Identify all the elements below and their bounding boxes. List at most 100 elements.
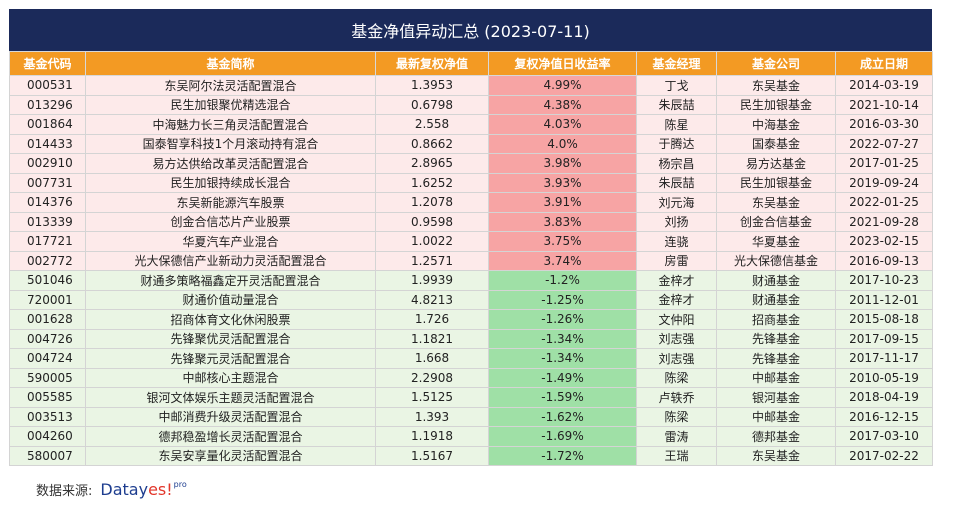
fund-name-cell: 先锋聚元灵活配置混合 xyxy=(85,348,376,369)
daily-return-cell: 3.93% xyxy=(488,172,637,193)
fund-name-cell: 招商体育文化休闲股票 xyxy=(85,309,376,330)
inception-date-cell: 2016-03-30 xyxy=(835,114,933,135)
fund-name-cell: 先锋聚优灵活配置混合 xyxy=(85,328,376,349)
daily-return-cell: 3.74% xyxy=(488,250,637,271)
table-row: 001864 中海魅力长三角灵活配置混合 2.558 4.03% 陈星 中海基金 2016-… xyxy=(9,114,933,135)
company-cell: 民生加银基金 xyxy=(716,172,836,193)
fund-name-cell: 创金合信芯片产业股票 xyxy=(85,211,376,232)
company-cell: 先锋基金 xyxy=(716,348,836,369)
manager-cell: 朱辰喆 xyxy=(636,94,717,115)
table-row: 501046 财通多策略福鑫定开灵活配置混合 1.9939 -1.2% 金梓才 财通基金 2… xyxy=(9,270,933,291)
datayes-logo: Datayes!pro xyxy=(100,480,186,499)
daily-return-cell: 4.0% xyxy=(488,133,637,154)
manager-cell: 刘志强 xyxy=(636,328,717,349)
daily-return-cell: 3.75% xyxy=(488,231,637,252)
company-cell: 东吴基金 xyxy=(716,445,836,466)
footer-source: 数据来源: Datayes!pro xyxy=(36,480,187,499)
company-cell: 东吴基金 xyxy=(716,75,836,96)
company-cell: 中海基金 xyxy=(716,114,836,135)
nav-cell: 1.9939 xyxy=(375,270,489,291)
fund-name-cell: 东吴阿尔法灵活配置混合 xyxy=(85,75,376,96)
fund-name-cell: 中海魅力长三角灵活配置混合 xyxy=(85,114,376,135)
fund-code-cell: 720001 xyxy=(9,289,86,310)
table-row: 004260 德邦稳盈增长灵活配置混合 1.1918 -1.69% 雷涛 德邦基金 2017… xyxy=(9,426,933,447)
table-row: 004724 先锋聚元灵活配置混合 1.668 -1.34% 刘志强 先锋基金 2017-1… xyxy=(9,348,933,369)
fund-code-cell: 007731 xyxy=(9,172,86,193)
manager-cell: 杨宗昌 xyxy=(636,153,717,174)
manager-cell: 丁戈 xyxy=(636,75,717,96)
nav-cell: 1.1918 xyxy=(375,426,489,447)
manager-cell: 卢轶乔 xyxy=(636,387,717,408)
daily-return-cell: -1.49% xyxy=(488,367,637,388)
fund-code-cell: 013339 xyxy=(9,211,86,232)
nav-cell: 1.393 xyxy=(375,406,489,427)
table-row: 005585 银河文体娱乐主题灵活配置混合 1.5125 -1.59% 卢轶乔 银河基金 2… xyxy=(9,387,933,408)
table-row: 014376 东吴新能源汽车股票 1.2078 3.91% 刘元海 东吴基金 2022-01… xyxy=(9,192,933,213)
daily-return-cell: -1.34% xyxy=(488,348,637,369)
logo-main: Datay xyxy=(100,480,149,499)
inception-date-cell: 2017-10-23 xyxy=(835,270,933,291)
fund-name-cell: 银河文体娱乐主题灵活配置混合 xyxy=(85,387,376,408)
company-cell: 先锋基金 xyxy=(716,328,836,349)
inception-date-cell: 2015-08-18 xyxy=(835,309,933,330)
table-row: 001628 招商体育文化休闲股票 1.726 -1.26% 文仲阳 招商基金 2015-0… xyxy=(9,309,933,330)
fund-name-cell: 光大保德信产业新动力灵活配置混合 xyxy=(85,250,376,271)
fund-code-cell: 004726 xyxy=(9,328,86,349)
manager-cell: 房雷 xyxy=(636,250,717,271)
company-cell: 华夏基金 xyxy=(716,231,836,252)
nav-cell: 1.5125 xyxy=(375,387,489,408)
inception-date-cell: 2018-04-19 xyxy=(835,387,933,408)
manager-cell: 刘志强 xyxy=(636,348,717,369)
fund-name-cell: 民生加银聚优精选混合 xyxy=(85,94,376,115)
inception-date-cell: 2023-02-15 xyxy=(835,231,933,252)
company-cell: 招商基金 xyxy=(716,309,836,330)
fund-code-cell: 013296 xyxy=(9,94,86,115)
company-cell: 财通基金 xyxy=(716,289,836,310)
company-cell: 德邦基金 xyxy=(716,426,836,447)
inception-date-cell: 2021-09-28 xyxy=(835,211,933,232)
daily-return-cell: -1.25% xyxy=(488,289,637,310)
fund-code-cell: 014376 xyxy=(9,192,86,213)
manager-cell: 金梓才 xyxy=(636,289,717,310)
table-title: 基金净值异动汇总 (2023-07-11) xyxy=(9,9,932,51)
company-cell: 民生加银基金 xyxy=(716,94,836,115)
fund-code-cell: 004260 xyxy=(9,426,86,447)
nav-cell: 0.6798 xyxy=(375,94,489,115)
fund-code-cell: 001628 xyxy=(9,309,86,330)
company-cell: 中邮基金 xyxy=(716,367,836,388)
daily-return-cell: -1.62% xyxy=(488,406,637,427)
nav-cell: 1.2571 xyxy=(375,250,489,271)
daily-return-cell: 3.91% xyxy=(488,192,637,213)
nav-cell: 2.8965 xyxy=(375,153,489,174)
manager-cell: 文仲阳 xyxy=(636,309,717,330)
manager-cell: 陈梁 xyxy=(636,406,717,427)
table-row: 013339 创金合信芯片产业股票 0.9598 3.83% 刘扬 创金合信基金 2021-… xyxy=(9,211,933,232)
manager-cell: 刘元海 xyxy=(636,192,717,213)
inception-date-cell: 2016-09-13 xyxy=(835,250,933,271)
fund-code-cell: 000531 xyxy=(9,75,86,96)
daily-return-cell: -1.26% xyxy=(488,309,637,330)
fund-name-cell: 财通价值动量混合 xyxy=(85,289,376,310)
source-label: 数据来源: xyxy=(36,484,93,499)
company-cell: 创金合信基金 xyxy=(716,211,836,232)
fund-code-cell: 501046 xyxy=(9,270,86,291)
manager-cell: 刘扬 xyxy=(636,211,717,232)
table-row: 003513 中邮消费升级灵活配置混合 1.393 -1.62% 陈梁 中邮基金 2016-… xyxy=(9,406,933,427)
fund-name-cell: 东吴新能源汽车股票 xyxy=(85,192,376,213)
inception-date-cell: 2021-10-14 xyxy=(835,94,933,115)
inception-date-cell: 2022-01-25 xyxy=(835,192,933,213)
table-row: 720001 财通价值动量混合 4.8213 -1.25% 金梓才 财通基金 2011-12… xyxy=(9,289,933,310)
daily-return-cell: 3.98% xyxy=(488,153,637,174)
table-row: 590005 中邮核心主题混合 2.2908 -1.49% 陈梁 中邮基金 2010-05-… xyxy=(9,367,933,388)
fund-code-cell: 005585 xyxy=(9,387,86,408)
fund-name-cell: 易方达供给改革灵活配置混合 xyxy=(85,153,376,174)
inception-date-cell: 2022-07-27 xyxy=(835,133,933,154)
table-header-row: 基金代码 基金简称 最新复权净值 复权净值日收益率 基金经理 基金公司 成立日期 xyxy=(9,51,933,76)
fund-name-cell: 中邮核心主题混合 xyxy=(85,367,376,388)
daily-return-cell: -1.69% xyxy=(488,426,637,447)
inception-date-cell: 2019-09-24 xyxy=(835,172,933,193)
manager-cell: 雷涛 xyxy=(636,426,717,447)
inception-date-cell: 2017-03-10 xyxy=(835,426,933,447)
fund-table: 基金代码 基金简称 最新复权净值 复权净值日收益率 基金经理 基金公司 成立日期… xyxy=(9,51,933,466)
header-manager: 基金经理 xyxy=(636,51,717,76)
